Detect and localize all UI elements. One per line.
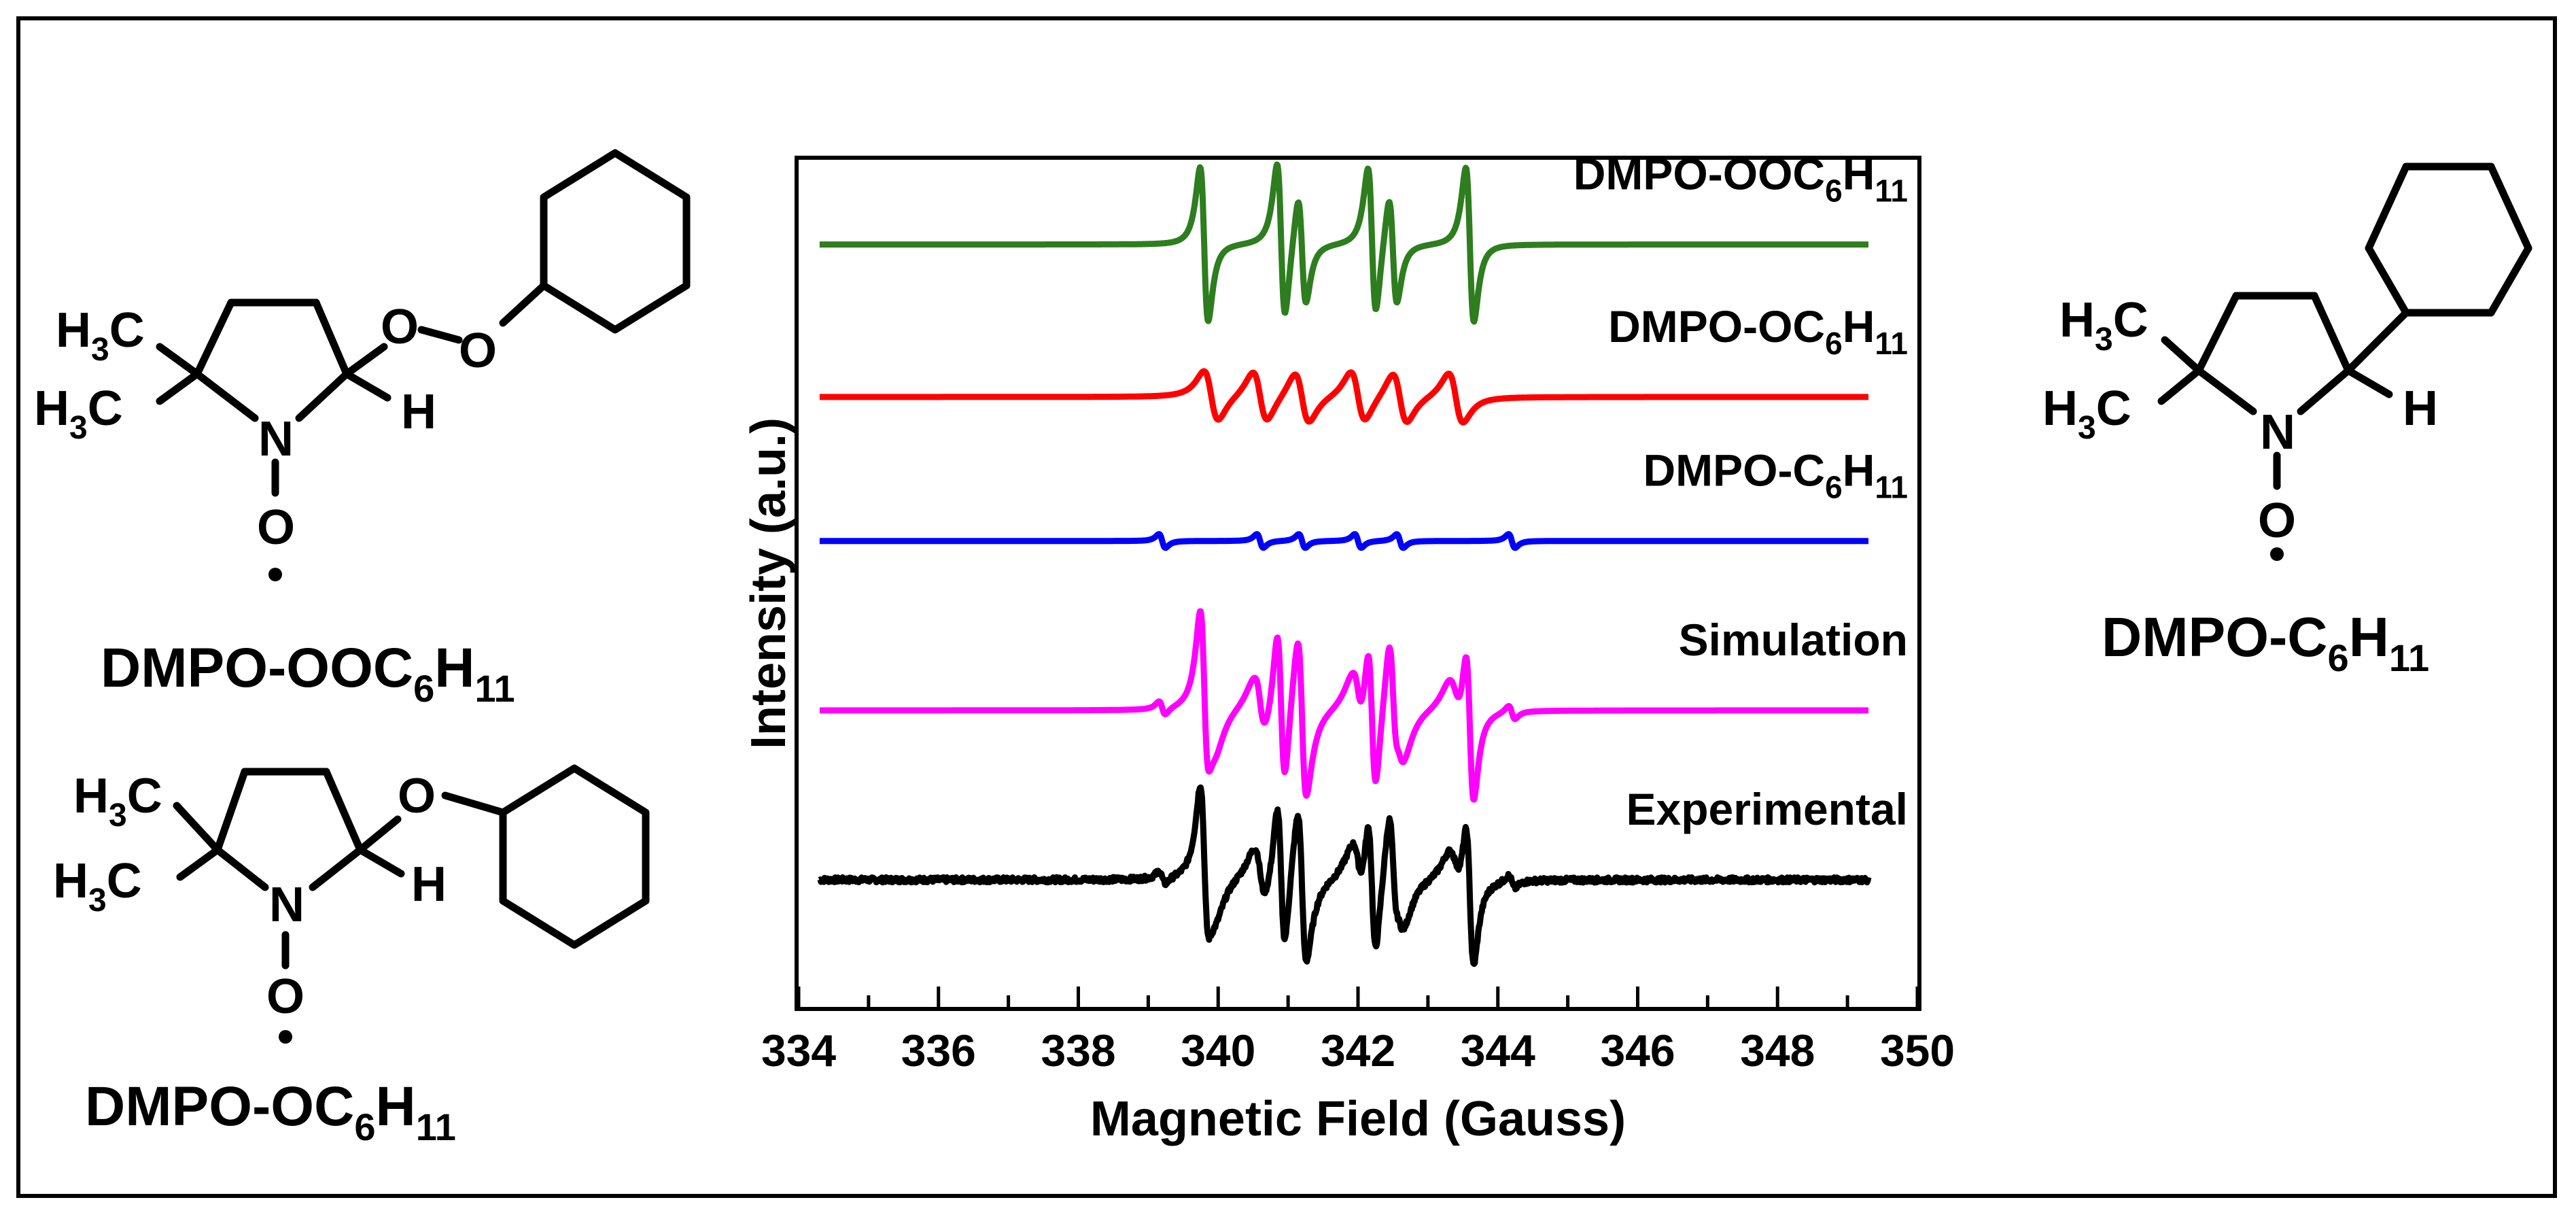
bond: [193, 298, 235, 378]
structure-dmpo-oc6h11: [173, 764, 650, 970]
bond: [356, 846, 405, 878]
hydrogen-label: H: [2403, 381, 2438, 436]
trace-label: DMPO-OC6H11: [1608, 301, 1908, 361]
bond: [2344, 309, 2410, 375]
hydrogen-label: H: [411, 857, 447, 912]
oxygen-label: O: [257, 500, 295, 555]
bond: [2310, 292, 2352, 375]
structure-name: DMPO-OC6H11: [85, 1076, 456, 1148]
methyl-label: H3C: [73, 769, 162, 834]
bond: [2344, 366, 2393, 398]
nitrogen-label: N: [258, 412, 294, 466]
x-tick-label: 340: [1181, 1025, 1255, 1076]
bond: [176, 846, 222, 881]
trace-label: Experimental: [1626, 784, 1909, 834]
cyclohexyl-ring: [540, 149, 691, 334]
figure-border: [16, 16, 2557, 1198]
trace-dmpo-c6h11: [817, 531, 1871, 551]
bond: [309, 846, 364, 891]
oxygen-label: O: [459, 324, 497, 378]
trace-label: DMPO-C6H11: [1643, 445, 1908, 505]
trace-labels: DMPO-OOC6H11 DMPO-OC6H11 DMPO-C6H11 Simulat…: [1573, 149, 1908, 835]
methyl-label: H3C: [34, 381, 123, 446]
bond: [417, 326, 463, 344]
oxygen-label: O: [266, 970, 304, 1024]
structure-dmpo-ooc6h11: [156, 149, 691, 497]
radical-dot: [279, 1030, 292, 1044]
methyl-label: H3C: [53, 854, 142, 919]
x-tick-label: 344: [1461, 1025, 1535, 1076]
x-tick-label: 334: [761, 1025, 836, 1076]
structure-dmpo-c6h11: [2157, 162, 2533, 490]
x-tick-label: 342: [1321, 1025, 1395, 1076]
methyl-label: H3C: [56, 303, 145, 368]
bond: [356, 815, 402, 854]
nitrogen-label: N: [2260, 405, 2295, 460]
methyl-label: H3C: [2059, 293, 2148, 358]
hydrogen-label: H: [401, 385, 436, 439]
bond: [2297, 366, 2352, 415]
bond: [156, 343, 201, 378]
oxygen-label: O: [381, 300, 419, 354]
bond: [213, 768, 249, 854]
radical-dot: [268, 568, 282, 581]
x-tick-label: 338: [1041, 1025, 1115, 1076]
bond: [2195, 292, 2240, 375]
bond: [322, 768, 364, 854]
trace-experimental: [817, 784, 1872, 967]
plot-area: [795, 156, 1921, 1011]
structure-dmpo-c6h11-labels: H3C H3C N O H DMPO-C6H11: [2042, 293, 2438, 679]
structure-dmpo-oc6h11-labels: H3C H3C N O H O DMPO-OC6H11: [53, 769, 456, 1148]
bond: [156, 370, 201, 405]
trace-dmpo-ooc6h11: [817, 161, 1871, 325]
y-axis-label: Intensity (a.u.): [742, 417, 796, 749]
x-tick-label: 336: [901, 1025, 976, 1076]
structure-name: DMPO-OOC6H11: [101, 637, 515, 710]
epr-chart: 334 336 338 340 342 344 346 348 350 DMPO-OOC6H11…: [742, 149, 1955, 1146]
bond: [2195, 366, 2257, 415]
bond: [343, 343, 388, 378]
methyl-label: H3C: [2042, 381, 2131, 446]
bond: [2161, 336, 2203, 375]
spectra-traces: [817, 161, 1872, 967]
trace-simulation: [817, 608, 1871, 803]
structure-dmpo-ooc6h11-labels: H3C H3C N O H O O DMPO-OOC6H11: [34, 300, 515, 710]
structure-name: DMPO-C6H11: [2102, 606, 2429, 679]
x-tick-label: 346: [1600, 1025, 1675, 1076]
trace-label: Simulation: [1679, 615, 1908, 665]
bond: [173, 802, 222, 854]
bond: [295, 370, 351, 422]
trace-dmpo-oc6h11: [817, 368, 1871, 426]
oxygen-label: O: [398, 769, 436, 823]
bond: [213, 846, 269, 891]
bond: [2157, 366, 2203, 405]
radical-dot: [2270, 547, 2284, 561]
nitrogen-label: N: [269, 878, 304, 932]
bond: [343, 370, 391, 402]
bond: [441, 791, 507, 817]
x-axis-tick-labels: 334 336 338 340 342 344 346 348 350: [761, 1025, 1955, 1076]
bond: [193, 370, 259, 422]
cyclohexyl-ring: [499, 764, 650, 949]
cyclohexyl-ring: [2365, 162, 2533, 317]
oxygen-label: O: [2258, 494, 2296, 548]
trace-label: DMPO-OOC6H11: [1573, 149, 1908, 209]
x-axis-ticks: [797, 987, 1919, 1007]
x-tick-label: 348: [1740, 1025, 1815, 1076]
bond: [312, 298, 351, 378]
x-tick-label: 350: [1880, 1025, 1955, 1076]
x-axis-label: Magnetic Field (Gauss): [1090, 1092, 1626, 1146]
bond: [499, 281, 548, 327]
